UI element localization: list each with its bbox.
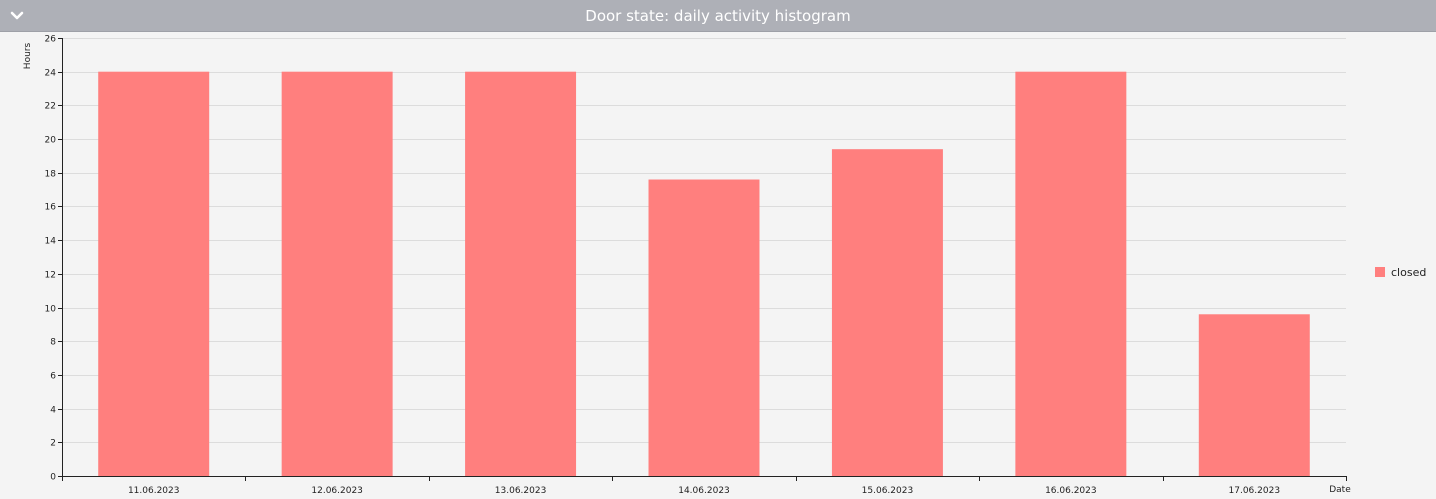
y-tick-label: 6 — [50, 372, 56, 382]
x-axis-title: Date — [1329, 485, 1351, 495]
legend-swatch — [1375, 267, 1385, 277]
bar[interactable] — [648, 179, 760, 476]
x-tick-label: 16.06.2023 — [1045, 486, 1097, 496]
x-tick-label: 13.06.2023 — [495, 486, 547, 496]
y-tick-label: 10 — [45, 305, 57, 315]
bar[interactable] — [98, 71, 210, 476]
x-tick-label: 15.06.2023 — [862, 486, 914, 496]
x-tick-label: 17.06.2023 — [1229, 486, 1281, 496]
y-tick-label: 0 — [50, 473, 56, 483]
y-tick-label: 2 — [50, 439, 56, 449]
chart-header: Door state: daily activity histogram — [0, 0, 1436, 32]
bars — [98, 71, 1310, 476]
bar[interactable] — [1198, 314, 1310, 476]
y-tick-label: 16 — [45, 203, 57, 213]
y-tick-label: 20 — [45, 136, 57, 146]
legend-label[interactable]: closed — [1391, 266, 1426, 279]
bar[interactable] — [465, 71, 577, 476]
bar[interactable] — [1015, 71, 1127, 476]
y-tick-label: 22 — [45, 102, 56, 112]
y-tick-label: 12 — [45, 271, 56, 281]
y-tick-label: 24 — [45, 69, 57, 79]
bar[interactable] — [281, 71, 393, 476]
y-axis-title: Hours — [23, 43, 33, 70]
y-tick-label: 18 — [45, 170, 57, 180]
bar[interactable] — [831, 149, 943, 476]
chevron-down-icon — [10, 11, 24, 20]
x-tick-label: 11.06.2023 — [128, 486, 180, 496]
y-tick-label: 26 — [45, 35, 57, 45]
y-tick-label: 8 — [50, 338, 56, 348]
y-tick-label: 14 — [45, 237, 57, 247]
x-tick-label: 14.06.2023 — [678, 486, 730, 496]
legend: closed — [1375, 266, 1426, 279]
x-tick-label: 12.06.2023 — [311, 486, 363, 496]
y-tick-label: 4 — [50, 406, 56, 416]
collapse-button[interactable] — [4, 3, 30, 29]
chart-title: Door state: daily activity histogram — [585, 7, 851, 25]
